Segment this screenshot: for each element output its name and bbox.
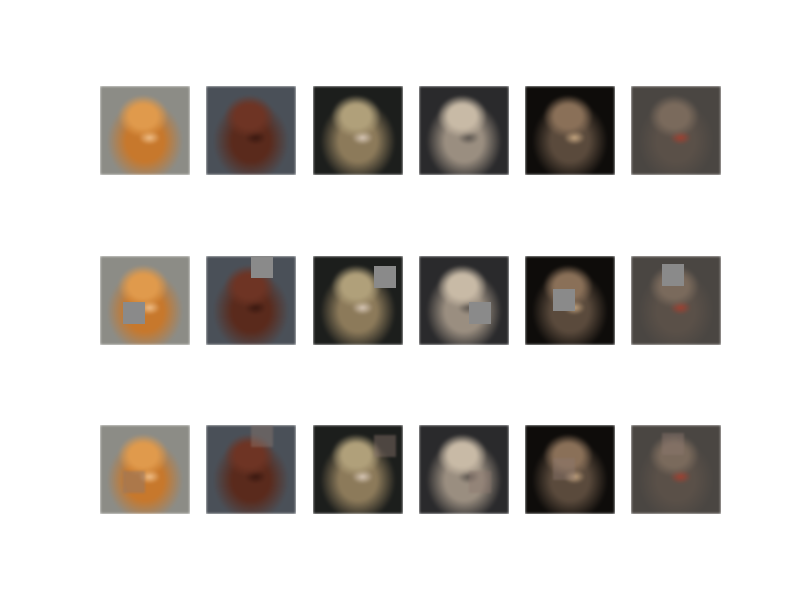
original-white-dog-in-shadow-tile: [419, 86, 509, 175]
reconstructed-pomeranian-dog-tile: [100, 425, 190, 514]
masked-white-dog-in-shadow-tile: [419, 256, 509, 345]
reconstructed-white-dog-in-shadow-tile: [419, 425, 509, 514]
masked-tabby-cat-face-tile: [525, 256, 615, 345]
pomeranian-dog-photo: [100, 256, 190, 345]
brown-long-haired-dog-photo: [206, 425, 296, 514]
reconstructed-tabby-cat-face-tile: [525, 425, 615, 514]
tabby-cat-sitting-photo: [631, 86, 721, 175]
mask-patch: [662, 264, 684, 286]
reconstructed-brown-long-haired-dog-tile: [206, 425, 296, 514]
tabby-kitten-photo: [313, 425, 403, 514]
original-brown-long-haired-dog-tile: [206, 86, 296, 175]
reconstructed-patch: [123, 471, 145, 493]
reconstructed-patch: [374, 435, 396, 457]
reconstructed-patch: [553, 458, 575, 480]
tabby-cat-sitting-photo: [631, 256, 721, 345]
tabby-cat-face-photo: [525, 425, 615, 514]
white-dog-in-shadow-photo: [419, 86, 509, 175]
pomeranian-dog-photo: [100, 86, 190, 175]
tabby-cat-sitting-photo: [631, 425, 721, 514]
original-tabby-cat-sitting-tile: [631, 86, 721, 175]
reconstructed-patch: [662, 433, 684, 455]
mask-patch: [553, 289, 575, 311]
masked-tabby-kitten-tile: [313, 256, 403, 345]
reconstructed-tabby-cat-sitting-tile: [631, 425, 721, 514]
original-tabby-cat-face-tile: [525, 86, 615, 175]
masked-pomeranian-dog-tile: [100, 256, 190, 345]
tabby-kitten-photo: [313, 86, 403, 175]
mask-patch: [251, 256, 273, 278]
masked-brown-long-haired-dog-tile: [206, 256, 296, 345]
brown-long-haired-dog-photo: [206, 86, 296, 175]
reconstructed-tabby-kitten-tile: [313, 425, 403, 514]
original-tabby-kitten-tile: [313, 86, 403, 175]
reconstructed-patch: [251, 425, 273, 447]
white-dog-in-shadow-photo: [419, 256, 509, 345]
masked-tabby-cat-sitting-tile: [631, 256, 721, 345]
tabby-cat-face-photo: [525, 86, 615, 175]
reconstructed-patch: [469, 471, 491, 493]
mask-patch: [123, 302, 145, 324]
pomeranian-dog-photo: [100, 425, 190, 514]
original-pomeranian-dog-tile: [100, 86, 190, 175]
mask-patch: [469, 302, 491, 324]
mask-patch: [374, 266, 396, 288]
white-dog-in-shadow-photo: [419, 425, 509, 514]
